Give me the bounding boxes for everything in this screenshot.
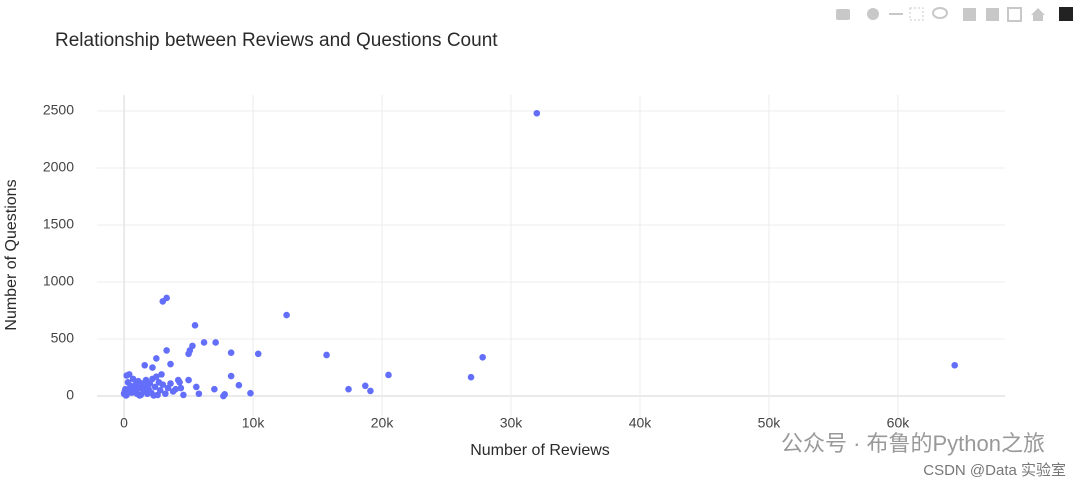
modebar-button[interactable] [932, 7, 948, 19]
point [125, 387, 133, 394]
point [193, 383, 200, 391]
chart-title: Relationship between Reviews and Questio… [55, 30, 498, 51]
point [150, 392, 158, 399]
point [227, 372, 235, 380]
point [122, 392, 130, 399]
watermark: 公众号 · 布鲁的Python之旅 [781, 431, 1045, 456]
point [149, 364, 156, 371]
modebar-button[interactable] [963, 8, 976, 21]
y-tick-label: 1500 [43, 216, 74, 232]
point [283, 311, 290, 319]
modebar [836, 7, 1073, 22]
modebar-button[interactable] [836, 9, 850, 20]
point [185, 376, 192, 384]
point [177, 384, 185, 392]
x-tick-label: 30k [500, 415, 524, 431]
y-tick-label: 0 [66, 387, 74, 403]
point [227, 349, 235, 357]
point [247, 389, 254, 397]
modebar-button[interactable] [1031, 8, 1045, 21]
point [162, 390, 169, 398]
point [385, 371, 392, 379]
point [129, 375, 137, 383]
modebar-button[interactable] [889, 13, 903, 15]
point [159, 298, 167, 305]
modebar-button[interactable] [909, 7, 924, 21]
modebar-button[interactable] [986, 8, 999, 21]
point [467, 373, 475, 381]
point [167, 380, 174, 387]
modebar-button[interactable] [867, 8, 879, 20]
point [159, 381, 167, 388]
point [361, 382, 369, 390]
y-tick-label: 2000 [43, 159, 74, 175]
point [951, 361, 958, 369]
point [176, 379, 183, 386]
x-axis-title: Number of Reviews [470, 442, 610, 459]
point [151, 383, 159, 391]
point [136, 392, 143, 399]
point [211, 385, 218, 393]
point [220, 392, 227, 400]
point [185, 350, 192, 358]
point [345, 385, 352, 393]
x-tick-label: 10k [242, 415, 266, 431]
x-tick-label: 20k [371, 415, 395, 431]
point [156, 387, 164, 394]
point [479, 353, 486, 361]
point [212, 339, 219, 346]
point [195, 390, 203, 398]
x-tick-label: 50k [758, 415, 782, 431]
point [191, 322, 199, 329]
y-axis-title: Number of Questions [3, 179, 20, 330]
watermark: CSDN @Data 实验室 [923, 462, 1066, 479]
x-tick-label: 0 [120, 415, 128, 431]
x-tick-label: 40k [629, 415, 653, 431]
point [189, 342, 196, 350]
point [153, 355, 160, 362]
point [367, 387, 374, 395]
point [167, 360, 174, 368]
point [533, 109, 541, 117]
point [141, 361, 149, 369]
point [323, 351, 330, 359]
point [254, 350, 262, 358]
y-tick-label: 500 [51, 330, 75, 346]
y-tick-label: 2500 [43, 102, 74, 118]
point [163, 347, 170, 354]
modebar-button[interactable] [1007, 7, 1022, 22]
point [123, 372, 130, 379]
modebar-button[interactable] [1059, 7, 1073, 21]
point [180, 391, 187, 399]
point [235, 381, 243, 389]
point [158, 371, 165, 378]
x-tick-label: 60k [887, 415, 911, 431]
point [172, 385, 179, 393]
point [153, 373, 160, 380]
point [200, 339, 208, 346]
y-tick-label: 1000 [43, 273, 74, 289]
